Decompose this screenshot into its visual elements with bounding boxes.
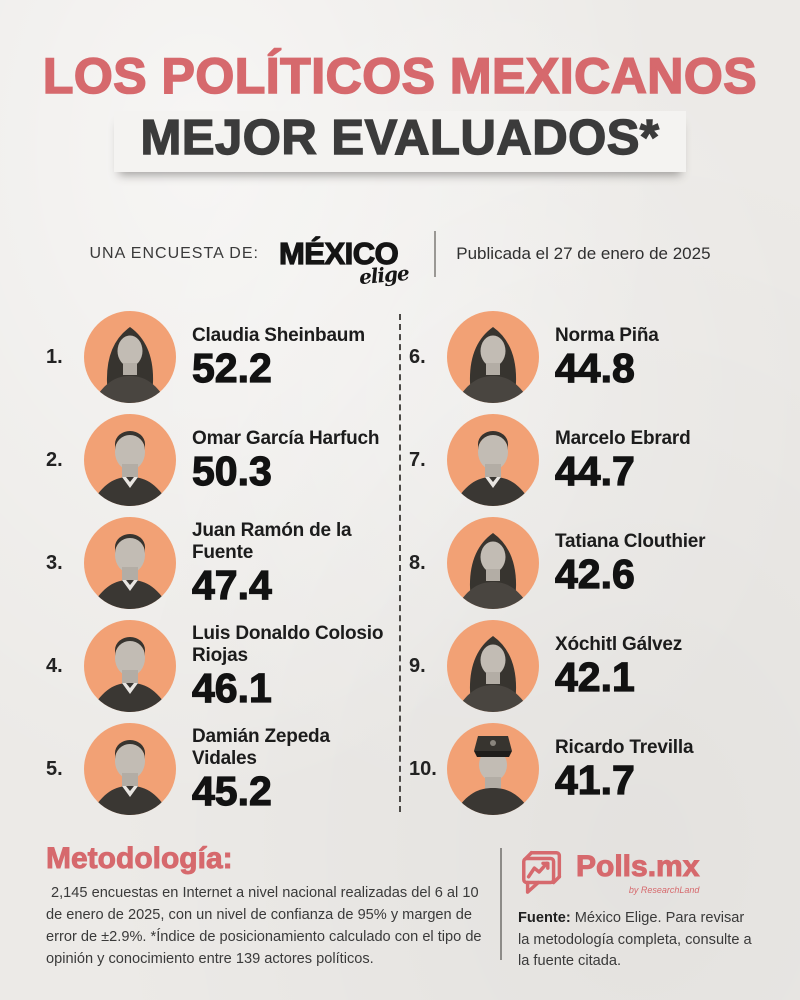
ranking-list: 1. Claudia Sheinbaum 52.2 2.: [0, 310, 800, 816]
politician-score: 42.1: [554, 654, 635, 701]
female-portrait-icon: [92, 327, 168, 404]
rank-number: 2.: [46, 448, 63, 471]
rank-number: 6.: [409, 345, 426, 368]
politician-photo: [447, 620, 539, 713]
politician-photo: [84, 517, 176, 610]
rank-number: 1.: [46, 345, 63, 368]
politician-score: 42.6: [554, 551, 635, 598]
politician-name: Damián Zepeda Vidales: [192, 726, 330, 770]
politician-score: 50.3: [191, 448, 272, 495]
ranking-entry: 9. Xóchitl Gálvez 42.1: [403, 619, 760, 713]
politician-score: 44.8: [554, 345, 635, 392]
published-date: Publicada el 27 de enero de 2025: [456, 244, 711, 264]
ranking-entry: 3. Juan Ramón de la Fuente 47.4: [40, 516, 397, 610]
pollsmx-wordmark-block: Polls.mx by ResearchLand: [575, 850, 700, 896]
politician-name: Ricardo Trevilla: [555, 737, 694, 759]
source-note-text: México Elige. Para revisar la metodologí…: [518, 910, 752, 969]
politician-photo: [84, 414, 176, 507]
male-portrait-icon: [90, 740, 170, 816]
male-portrait-icon: [453, 431, 533, 507]
politician-photo: [84, 723, 176, 816]
pollsmx-wordmark: Polls.mx: [575, 850, 700, 884]
source-note-label: Fuente:: [518, 910, 571, 927]
politician-photo: [447, 517, 539, 610]
politician-info: Ricardo Trevilla 41.7: [554, 737, 694, 804]
methodology-section: Metodología: 2,145 encuestas en Internet…: [46, 842, 482, 971]
survey-label: UNA ENCUESTA DE:: [89, 245, 259, 263]
ranking-entry: 2. Omar García Harfuch 50.3: [40, 413, 397, 507]
politician-photo: [84, 311, 176, 404]
politician-info: Omar García Harfuch 50.3: [191, 428, 380, 495]
source-section: Polls.mx by ResearchLand Fuente: México …: [518, 842, 754, 971]
rank-number: 10.: [409, 757, 437, 780]
source-note: Fuente: México Elige. Para revisar la me…: [518, 908, 754, 971]
mexico-elige-logo-script: elige: [357, 261, 410, 290]
pollsmx-logo: Polls.mx by ResearchLand: [518, 846, 754, 896]
ranking-column-right: 6. Norma Piña 44.8 7.: [403, 310, 760, 816]
ranking-entry: 5. Damián Zepeda Vidales 45.2: [40, 722, 397, 816]
politician-score: 52.2: [191, 345, 272, 392]
ranking-column-left: 1. Claudia Sheinbaum 52.2 2.: [40, 310, 397, 816]
female-portrait-icon: [455, 636, 531, 713]
rank-number: 5.: [46, 757, 63, 780]
politician-score: 47.4: [191, 562, 272, 609]
pollsmx-byline: by ResearchLand: [628, 885, 700, 896]
politician-score: 44.7: [554, 448, 635, 495]
footer-vertical-divider: [500, 848, 502, 961]
politician-photo: [447, 414, 539, 507]
politician-name: Juan Ramón de la Fuente: [192, 520, 352, 564]
female-portrait-icon: [455, 327, 531, 404]
politician-info: Juan Ramón de la Fuente 47.4: [191, 520, 397, 609]
politician-photo: [447, 311, 539, 404]
politician-name: Marcelo Ebrard: [555, 428, 691, 450]
politician-info: Luis Donaldo Colosio Riojas 46.1: [191, 623, 397, 712]
ranking-entry: 6. Norma Piña 44.8: [403, 310, 760, 404]
female-portrait-icon: [455, 533, 531, 610]
male-portrait-icon: [90, 431, 170, 507]
politician-info: Tatiana Clouthier 42.6: [554, 531, 706, 598]
male-portrait-icon: [90, 637, 170, 713]
politician-name: Xóchitl Gálvez: [555, 634, 683, 656]
mexico-elige-logo: MÉXICO elige: [278, 236, 409, 290]
politician-photo: [447, 723, 539, 816]
rank-number: 8.: [409, 551, 426, 574]
politician-name: Luis Donaldo Colosio Riojas: [192, 623, 384, 667]
politician-info: Norma Piña 44.8: [554, 325, 659, 392]
rank-number: 3.: [46, 551, 63, 574]
rank-number: 9.: [409, 654, 426, 677]
politician-score: 46.1: [191, 665, 272, 712]
title-banner: MEJOR EVALUADOS*: [114, 111, 686, 173]
politician-info: Xóchitl Gálvez 42.1: [554, 634, 683, 701]
politician-photo: [84, 620, 176, 713]
ranking-entry: 1. Claudia Sheinbaum 52.2: [40, 310, 397, 404]
methodology-body: 2,145 encuestas en Internet a nivel naci…: [46, 885, 482, 968]
politician-name: Omar García Harfuch: [192, 428, 380, 450]
poster-title-line2: MEJOR EVALUADOS*: [140, 111, 660, 165]
politician-name: Tatiana Clouthier: [555, 531, 706, 553]
mexico-elige-logo-main: MÉXICO: [278, 236, 399, 272]
methodology-heading: Metodología:: [46, 842, 234, 876]
poster-title-line1: LOS POLÍTICOS MEXICANOS: [42, 48, 758, 104]
ranking-entry: 7. Marcelo Ebrard 44.7: [403, 413, 760, 507]
politician-info: Damián Zepeda Vidales 45.2: [191, 726, 397, 815]
politician-score: 41.7: [554, 757, 635, 804]
ranking-entry: 8. Tatiana Clouthier 42.6: [403, 516, 760, 610]
rank-number: 7.: [409, 448, 426, 471]
military-portrait-icon: [453, 736, 533, 816]
rank-number: 4.: [46, 654, 63, 677]
footer: Metodología: 2,145 encuestas en Internet…: [0, 842, 800, 971]
pollsmx-chart-bubble-icon: [522, 851, 562, 895]
survey-attribution-row: UNA ENCUESTA DE: MÉXICO elige Publicada …: [0, 224, 800, 290]
male-portrait-icon: [90, 534, 170, 610]
politician-score: 45.2: [191, 768, 272, 815]
dashed-column-divider: [399, 314, 401, 813]
politician-info: Marcelo Ebrard 44.7: [554, 428, 691, 495]
vertical-divider: [434, 231, 437, 278]
ranking-entry: 10. Ricardo Trevilla 41.7: [403, 722, 760, 816]
ranking-entry: 4. Luis Donaldo Colosio Riojas 46.1: [40, 619, 397, 713]
politician-name: Claudia Sheinbaum: [192, 325, 365, 347]
politician-name: Norma Piña: [555, 325, 659, 347]
politician-info: Claudia Sheinbaum 52.2: [191, 325, 365, 392]
